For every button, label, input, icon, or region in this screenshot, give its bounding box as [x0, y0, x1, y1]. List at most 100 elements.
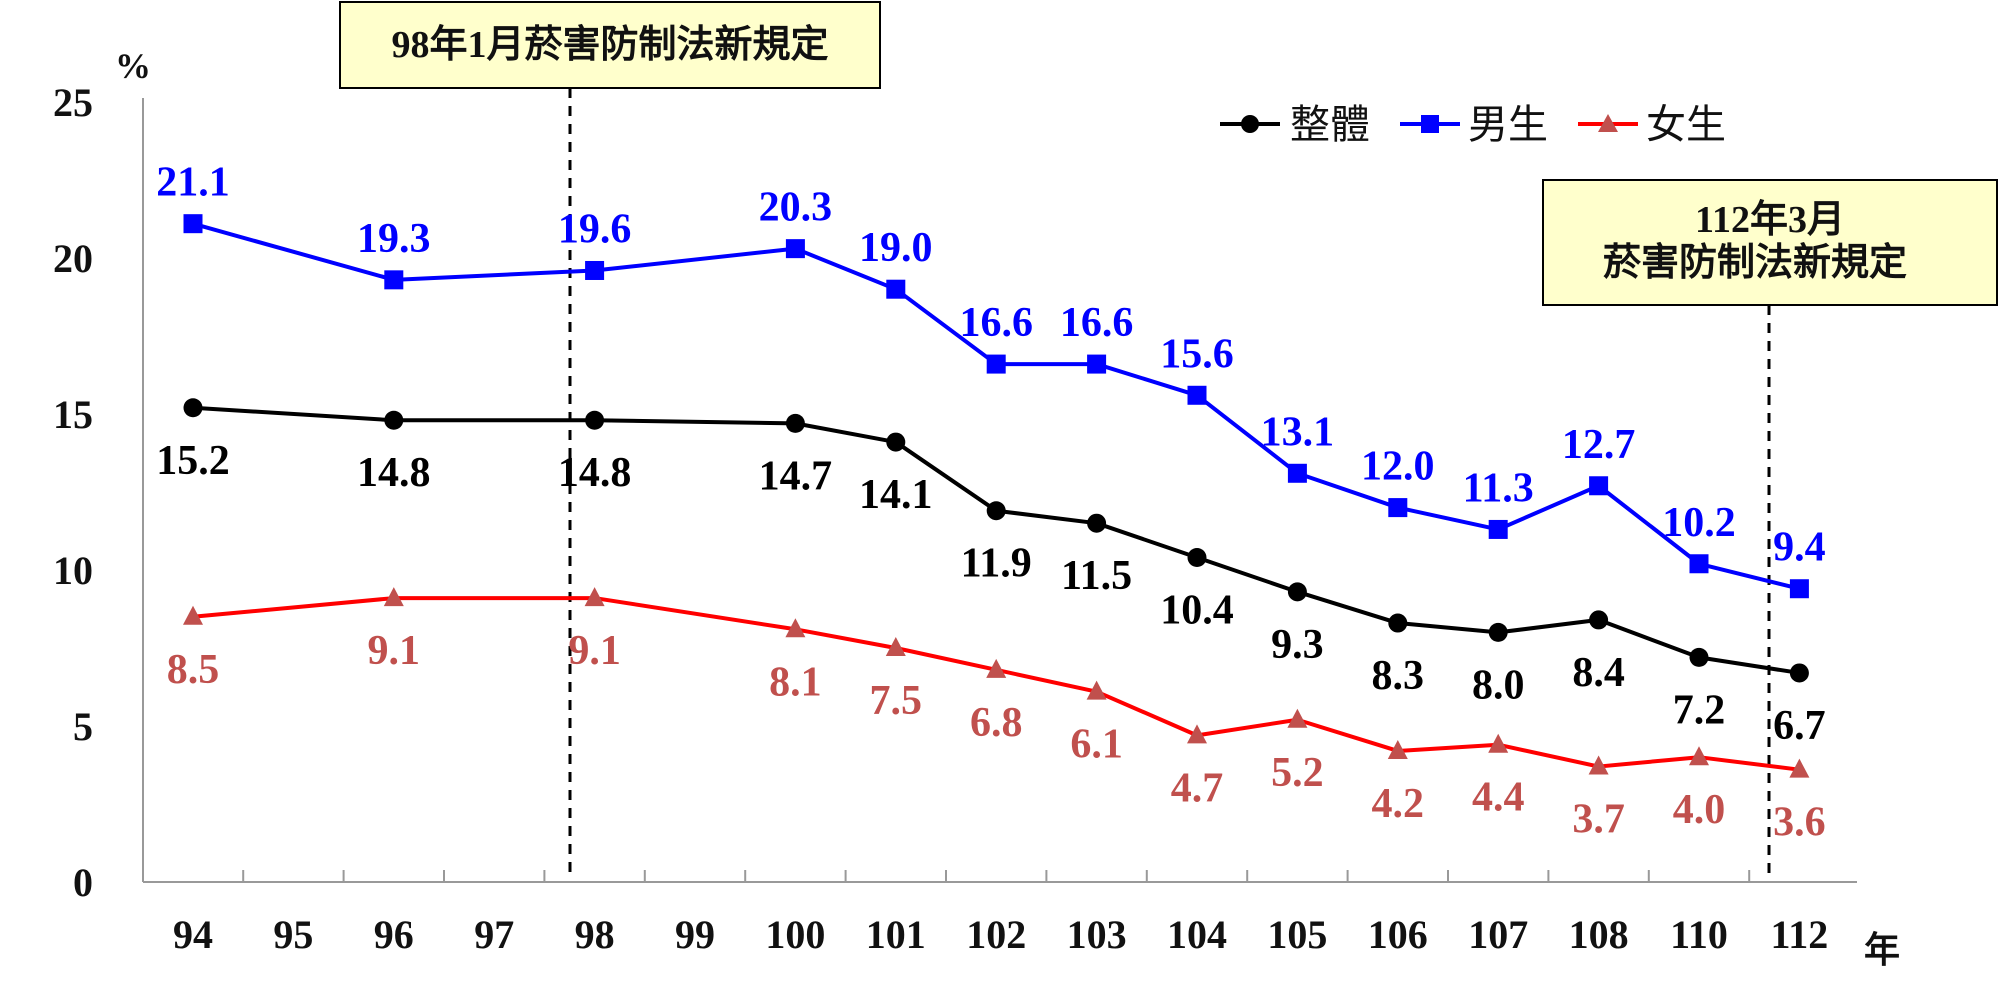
data-label-overall: 15.2	[156, 438, 230, 484]
data-label-female: 4.2	[1372, 781, 1425, 827]
data-point-overall	[384, 410, 404, 430]
data-point-female	[885, 637, 906, 656]
annotation-box-98	[339, 1, 881, 89]
data-label-female: 6.1	[1070, 722, 1123, 768]
annotation-box-112	[1542, 179, 1998, 306]
data-label-male: 9.4	[1773, 525, 1826, 571]
data-label-male: 19.3	[357, 216, 431, 262]
data-label-female: 4.0	[1673, 787, 1726, 833]
data-label-male: 10.2	[1662, 500, 1736, 546]
data-point-overall	[1689, 647, 1709, 667]
x-tick-label: 99	[675, 912, 715, 957]
data-point-overall	[886, 432, 906, 452]
data-point-female	[785, 618, 806, 638]
series-line-male	[192, 221, 1800, 591]
data-point-overall	[585, 410, 605, 430]
x-tick-label: 95	[273, 912, 313, 957]
series-line-female	[192, 596, 1800, 772]
data-point-female	[986, 658, 1007, 678]
y-tick-label: 5	[73, 704, 93, 749]
x-tick-label: 96	[374, 912, 414, 957]
y-tick-label: 25	[53, 80, 93, 125]
x-unit-label: 年	[1864, 930, 1900, 970]
data-label-female: 9.1	[368, 628, 421, 674]
data-label-female: 8.1	[769, 659, 822, 705]
annotation-text-98: 98年1月菸害防制法新規定	[391, 24, 828, 66]
policy-annotations: 98年1月菸害防制法新規定 112年3月 菸害防制法新規定	[339, 1, 1998, 880]
data-label-female: 7.5	[870, 678, 923, 724]
data-point-overall	[785, 413, 805, 433]
y-tick-label: 15	[53, 392, 93, 437]
legend: 整體 男生 女生	[1220, 102, 1726, 148]
data-label-male: 11.3	[1463, 465, 1534, 511]
data-label-overall: 14.1	[859, 472, 933, 518]
data-point-overall	[183, 398, 203, 418]
data-point-male	[384, 270, 404, 290]
x-tick-label: 104	[1167, 912, 1227, 957]
data-label-female: 5.2	[1271, 750, 1324, 796]
x-tick-label: 94	[173, 912, 213, 957]
x-tick-label: 97	[474, 912, 514, 957]
data-label-overall: 11.5	[1061, 553, 1132, 599]
x-tick-label: 101	[866, 912, 926, 957]
data-point-female	[584, 587, 605, 607]
data-label-female: 6.8	[970, 700, 1023, 746]
x-tick-label: 103	[1067, 912, 1127, 957]
data-label-overall: 7.2	[1673, 687, 1726, 733]
y-tick-label: 20	[53, 236, 93, 281]
data-point-female	[1187, 724, 1207, 744]
data-point-overall	[1488, 622, 1508, 642]
y-tick-label: 0	[73, 860, 93, 905]
data-point-male	[1187, 385, 1207, 405]
x-tick-label: 112	[1771, 912, 1829, 957]
data-point-female	[383, 587, 404, 607]
x-tick-label: 106	[1368, 912, 1428, 957]
x-tick-label: 107	[1468, 912, 1528, 957]
data-label-overall: 14.8	[558, 450, 632, 496]
data-point-overall	[1388, 613, 1408, 633]
legend-label-male: 男生	[1468, 102, 1548, 148]
legend-marker-female	[1598, 114, 1618, 132]
data-point-male	[1789, 579, 1809, 599]
data-point-female	[183, 605, 203, 625]
data-label-male: 19.6	[558, 206, 632, 252]
data-label-female: 3.6	[1773, 800, 1826, 846]
data-label-overall: 8.4	[1572, 650, 1625, 696]
data-label-male: 15.6	[1160, 331, 1234, 377]
data-point-male	[1589, 476, 1609, 496]
data-point-male	[1287, 463, 1307, 483]
data-point-male	[1388, 498, 1408, 518]
annotation-text-112-line1: 112年3月	[1695, 199, 1845, 241]
data-label-overall: 11.9	[961, 541, 1032, 587]
legend-label-overall: 整體	[1290, 102, 1370, 148]
data-label-overall: 8.3	[1372, 653, 1425, 699]
data-point-male	[1488, 519, 1508, 539]
data-label-male: 12.0	[1361, 444, 1435, 490]
data-label-female: 3.7	[1572, 797, 1625, 843]
data-label-overall: 6.7	[1773, 703, 1826, 749]
data-label-male: 16.6	[959, 300, 1033, 346]
data-label-male: 21.1	[156, 160, 230, 206]
data-label-overall: 14.8	[357, 450, 431, 496]
data-point-female	[1387, 739, 1408, 759]
legend-marker-overall	[1241, 115, 1259, 133]
data-label-male: 20.3	[759, 185, 833, 231]
data-point-female	[1488, 733, 1509, 753]
x-tick-label: 105	[1267, 912, 1327, 957]
data-label-female: 4.7	[1171, 765, 1224, 811]
y-unit-label: %	[115, 46, 151, 86]
data-point-overall	[986, 501, 1006, 521]
data-point-male	[1689, 554, 1709, 574]
data-point-male	[886, 279, 906, 299]
data-label-male: 19.0	[859, 225, 933, 271]
x-tick-label: 98	[575, 912, 615, 957]
data-point-female	[1689, 746, 1709, 766]
x-tick-label: 108	[1569, 912, 1629, 957]
axes: 0 5 10 15 20 25 94 95 96 97 98 99 100 101 102 103 104 10…	[53, 46, 1900, 970]
data-label-female: 8.5	[167, 647, 220, 693]
data-label-male: 16.6	[1060, 300, 1134, 346]
legend-marker-male	[1421, 115, 1439, 133]
x-tick-label: 110	[1670, 912, 1728, 957]
data-label-overall: 8.0	[1472, 662, 1525, 708]
data-point-overall	[1589, 610, 1609, 630]
